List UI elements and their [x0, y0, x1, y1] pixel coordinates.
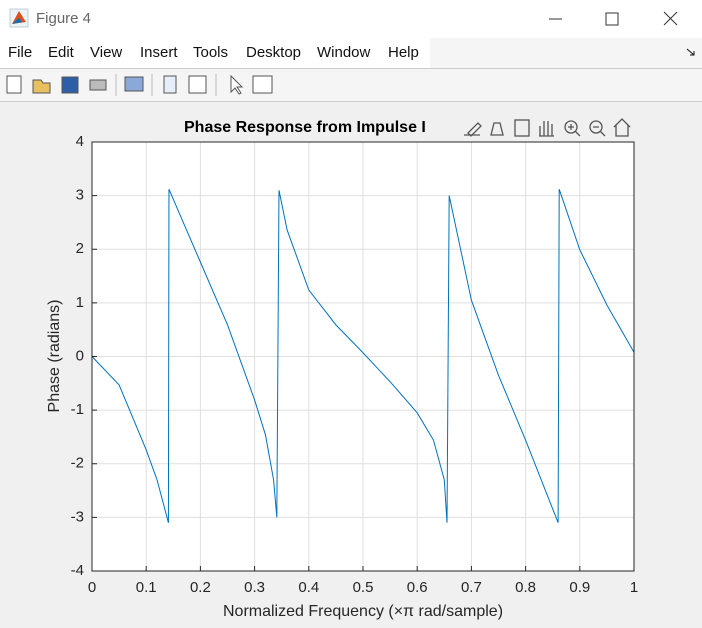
close-button[interactable] — [663, 11, 678, 26]
x-tick-label: 0 — [88, 579, 96, 596]
menu-item[interactable]: View — [90, 44, 122, 61]
window-title: Figure 4 — [36, 10, 91, 27]
y-tick-label: -2 — [71, 455, 84, 472]
x-tick-label: 0.6 — [407, 579, 428, 596]
plot — [91, 188, 635, 523]
x-tick-label: 0.1 — [136, 579, 157, 596]
x-tick-label: 0.5 — [353, 579, 374, 596]
menu-item[interactable]: Tools — [193, 44, 228, 61]
menu-item[interactable]: Window — [317, 44, 371, 61]
toolbar — [0, 69, 702, 101]
chart-title: Phase Response from Impulse I — [184, 119, 426, 136]
y-tick-label: -1 — [71, 401, 84, 418]
menu-bar-fill — [430, 38, 702, 68]
menu-item[interactable]: Desktop — [246, 44, 301, 61]
menu-item[interactable]: Edit — [48, 44, 75, 61]
x-axis-label: Normalized Frequency (×π rad/sample) — [223, 603, 503, 620]
y-tick-label: -4 — [71, 562, 84, 579]
app-icon — [9, 8, 29, 28]
x-tick-label: 0.2 — [190, 579, 211, 596]
y-tick-label: 0 — [76, 347, 84, 364]
toolbar-icons[interactable] — [6, 74, 273, 96]
x-tick-label: 0.7 — [461, 579, 482, 596]
menu-item[interactable]: Help — [388, 44, 419, 61]
y-tick-label: 4 — [76, 133, 84, 150]
phase-line — [91, 188, 635, 523]
menu-item[interactable]: File — [8, 44, 32, 61]
maximize-button[interactable] — [605, 12, 619, 26]
x-tick-label: 0.9 — [569, 579, 590, 596]
x-tick-label: 1 — [630, 579, 638, 596]
x-tick-label: 0.8 — [515, 579, 536, 596]
x-tick-label: 0.4 — [298, 579, 319, 596]
dock-arrow[interactable] — [686, 48, 695, 56]
y-tick-label: 2 — [76, 240, 84, 257]
y-axis-label: Phase (radians) — [46, 300, 63, 413]
title-bar — [0, 0, 702, 38]
y-tick-label: 3 — [76, 187, 84, 204]
axes-toolbar[interactable] — [464, 118, 631, 137]
y-tick-label: 1 — [76, 294, 84, 311]
y-tick-label: -3 — [71, 508, 84, 525]
x-tick-label: 0.3 — [244, 579, 265, 596]
menu-item[interactable]: Insert — [140, 44, 178, 61]
